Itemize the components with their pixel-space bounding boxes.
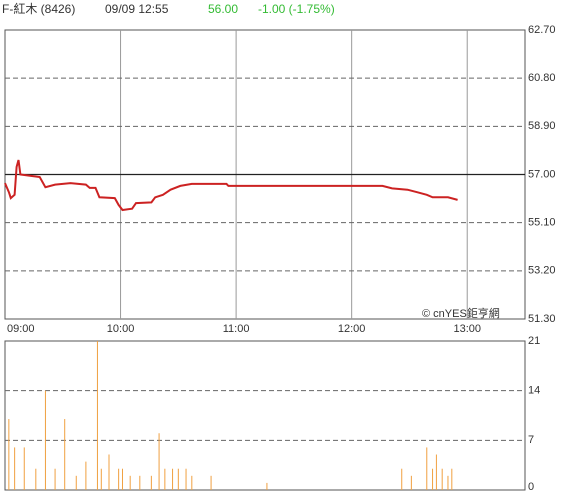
y-tick-label: 62.70	[528, 24, 556, 36]
watermark: © cnYES鉅亨網	[422, 306, 500, 320]
y-tick-label: 14	[528, 385, 540, 397]
stock-name: F-紅木 (8426)	[2, 2, 75, 16]
x-tick-label: 13:00	[453, 323, 481, 335]
plot-frame	[4, 340, 526, 491]
y-tick-label: 60.80	[528, 72, 556, 84]
price-line	[4, 159, 458, 212]
x-tick-label: 11:00	[223, 323, 250, 335]
x-tick-label: 10:00	[107, 323, 135, 335]
x-tick-label: 12:00	[338, 323, 366, 335]
quote-price: 56.00	[208, 2, 238, 16]
y-tick-label: 58.90	[528, 120, 556, 132]
y-tick-label: 21	[528, 335, 540, 347]
y-tick-label: 51.30	[528, 313, 556, 325]
quote-change: -1.00 (-1.75%)	[258, 2, 335, 16]
y-tick-label: 57.00	[528, 168, 556, 180]
y-tick-label: 7	[528, 434, 534, 446]
x-tick-label: 09:00	[7, 323, 35, 335]
y-tick-label: 55.10	[528, 217, 556, 229]
quote-time: 09/09 12:55	[105, 2, 169, 16]
y-tick-label: 53.20	[528, 265, 556, 277]
y-tick-label: 0	[528, 481, 534, 493]
